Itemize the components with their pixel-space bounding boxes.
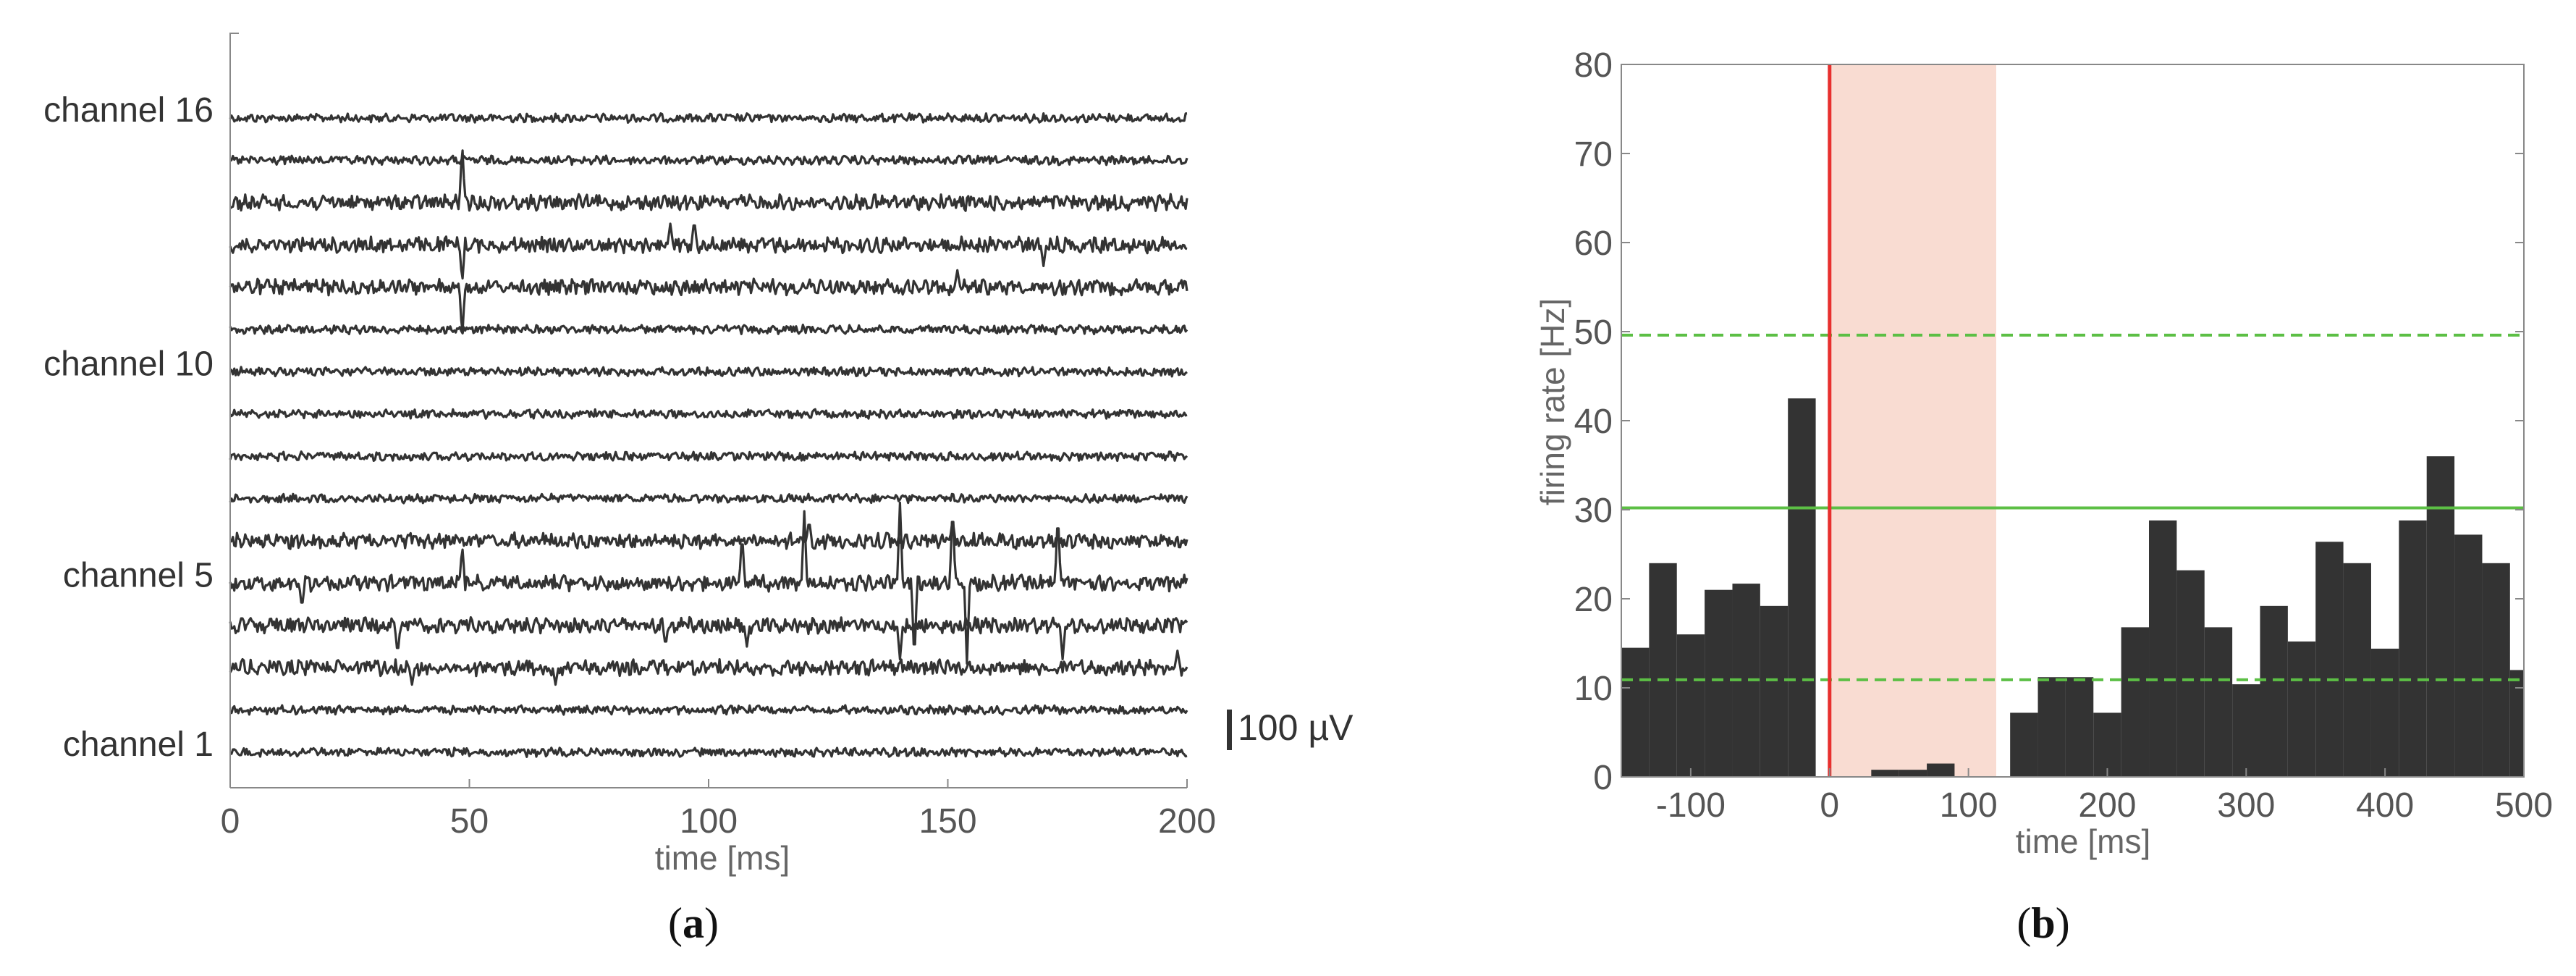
histogram-bar (2232, 684, 2260, 777)
panel-b-y-tick-label: 50 (1574, 314, 1613, 352)
panel-b-x-tick-label: 500 (2495, 786, 2553, 825)
trace-channel-3 (229, 649, 1188, 686)
channel-labels: channel 16 channel 10 channel 5 channel 1 (43, 91, 214, 764)
panel-b-y-axis-label: firing rate [Hz] (1534, 298, 1571, 505)
histogram-bar (1705, 589, 1733, 777)
histogram-bar (2093, 712, 2121, 777)
trace-channel-13 (229, 222, 1188, 280)
histogram-bar (2204, 627, 2233, 777)
trace-channel-6 (229, 523, 1188, 550)
scale-bar: 100 µV (1227, 707, 1354, 750)
trace-channel-11 (229, 324, 1188, 336)
channel-label-5: channel 5 (63, 556, 214, 594)
histogram-bar (1760, 605, 1789, 777)
histogram-bar (1621, 647, 1650, 777)
panel-a-x-tick-label: 0 (221, 802, 240, 841)
histogram-bar (2176, 570, 2205, 777)
trace-channel-1 (229, 746, 1188, 758)
channel-label-10: channel 10 (43, 345, 214, 383)
histogram-bar (2287, 641, 2316, 777)
histogram-bar (2370, 648, 2399, 777)
scale-bar-label: 100 µV (1238, 707, 1354, 748)
histogram-bar (2454, 534, 2483, 777)
panel-b-y-tick-label: 20 (1574, 581, 1613, 619)
trace-channel-7 (229, 492, 1188, 505)
histogram-bar (2065, 677, 2094, 777)
trace-channel-2 (230, 704, 1188, 716)
histogram-bars (1621, 398, 2524, 777)
histogram-bar (2260, 605, 2288, 777)
histogram-bar (1788, 398, 1816, 777)
panel-b-label: (b) (2017, 899, 2069, 947)
histogram-bar (1899, 770, 1927, 777)
panel-b-y-tick-label: 70 (1574, 135, 1613, 174)
histogram-bar (2149, 520, 2177, 777)
histogram-bar (1871, 770, 1899, 777)
panel-b-y-tick-label: 10 (1574, 670, 1613, 708)
histogram-bar (1676, 634, 1705, 777)
panel-b-x-tick-label: 300 (2217, 786, 2275, 825)
panel-b-x-tick-label: 0 (1820, 786, 1839, 825)
scale-bar-mark (1227, 710, 1232, 750)
panel-b-y-tick-label: 60 (1574, 224, 1613, 263)
panel-b-x-tick-label: 100 (1940, 786, 1998, 825)
trace-channel-9 (229, 408, 1188, 420)
trace-channel-15 (229, 154, 1188, 167)
panel-b-y-tick-label: 80 (1574, 46, 1613, 85)
histogram-bar (1649, 563, 1677, 777)
panel-a-x-ticks: 0 50 100 150 200 (221, 779, 1216, 841)
histogram-bar (2037, 677, 2066, 777)
stimulus-shaded-region (1829, 64, 1996, 777)
panel-b-x-tick-label: 400 (2356, 786, 2414, 825)
panel-a-x-tick-label: 200 (1158, 802, 1216, 841)
trace-channel-14 (229, 149, 1188, 212)
panel-b-y-tick-label: 0 (1593, 759, 1613, 797)
histogram-bar (2343, 563, 2371, 777)
panel-b-axis-ticks: -100 0 100 200 300 400 500 0 10 20 30 40 50 60 70 80 (1574, 46, 2553, 825)
panel-a-x-axis-label: time [ms] (655, 839, 790, 877)
channel-label-16: channel 16 (43, 91, 214, 130)
panel-a-x-tick-label: 150 (919, 802, 976, 841)
panel-b-letter: b (2031, 899, 2055, 947)
panel-b-firing-rate-histogram: -100 0 100 200 300 400 500 0 10 20 30 40 50 60 70 80 ti… (1534, 46, 2553, 947)
trace-channel-4 (229, 615, 1188, 661)
panel-a-x-tick-label: 100 (680, 802, 738, 841)
channel-traces (229, 112, 1188, 758)
panel-b-y-tick-label: 40 (1574, 403, 1613, 441)
histogram-bar (2121, 627, 2150, 777)
histogram-bar (2426, 456, 2455, 777)
trace-channel-8 (229, 450, 1188, 463)
histogram-bar (2315, 542, 2344, 777)
panel-b-x-tick-label: -100 (1656, 786, 1726, 825)
panel-b-y-tick-label: 30 (1574, 492, 1613, 530)
panel-b-x-axis-label: time [ms] (2016, 823, 2151, 860)
channel-label-1: channel 1 (63, 725, 214, 764)
panel-a-label: (a) (668, 899, 719, 947)
trace-channel-10 (229, 366, 1188, 378)
panel-b-x-tick-label: 200 (2078, 786, 2136, 825)
panel-a-x-tick-label: 50 (450, 802, 489, 841)
histogram-bar (2399, 520, 2427, 777)
trace-channel-16 (229, 112, 1188, 124)
histogram-bar (2010, 712, 2038, 777)
histogram-bar (2509, 670, 2524, 777)
histogram-bar (1927, 763, 1955, 777)
histogram-bar (2482, 563, 2510, 777)
panel-a-letter: a (683, 899, 704, 947)
trace-channel-12 (229, 269, 1188, 333)
trace-channel-5 (229, 501, 1188, 665)
